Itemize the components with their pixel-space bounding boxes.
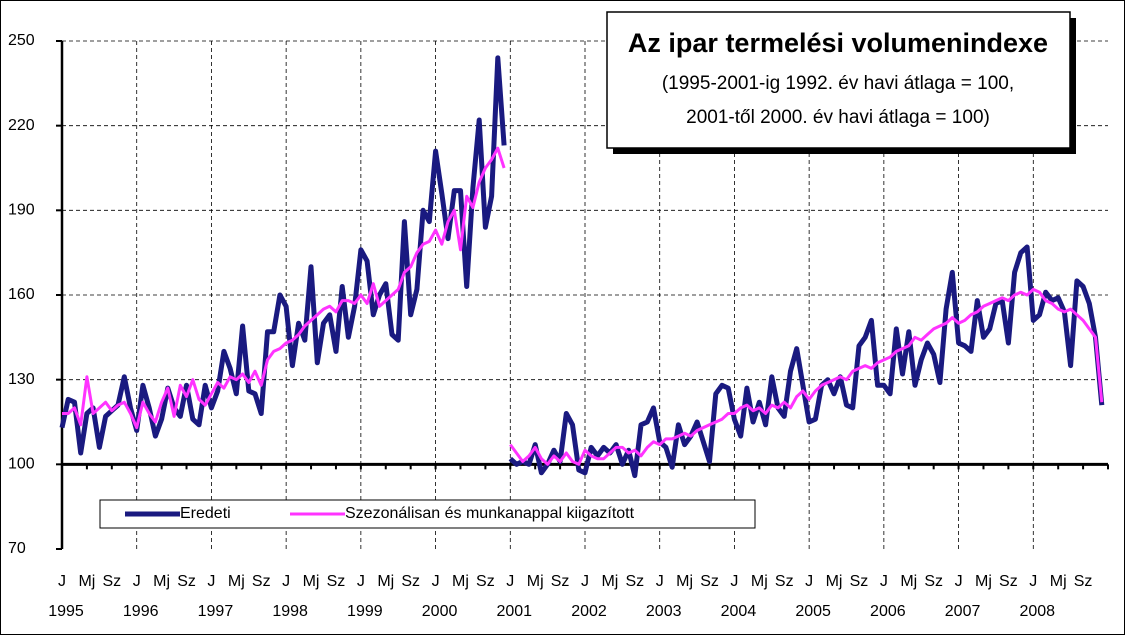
x-tick-label: J <box>880 573 888 590</box>
y-tick-label: 100 <box>8 456 35 473</box>
year-label: 2002 <box>571 603 607 620</box>
x-tick-label: Sz <box>327 573 346 590</box>
y-tick-label: 130 <box>8 371 35 388</box>
year-label: 2004 <box>721 603 757 620</box>
x-tick-label: Mj <box>1050 573 1067 590</box>
year-label: 2000 <box>422 603 458 620</box>
year-label: 2005 <box>795 603 831 620</box>
x-tick-label: Sz <box>401 573 420 590</box>
x-tick-label: Mj <box>303 573 320 590</box>
year-label: 2003 <box>646 603 682 620</box>
chart-title: Az ipar termelési volumenindexe <box>628 28 1048 58</box>
x-tick-label: J <box>656 573 664 590</box>
legend-label: Szezonálisan és munkanappal kiigazított <box>345 505 635 522</box>
x-tick-label: Sz <box>476 573 495 590</box>
x-tick-label: J <box>133 573 141 590</box>
x-tick-label: J <box>805 573 813 590</box>
x-tick-label: J <box>506 573 514 590</box>
x-tick-label: Mj <box>78 573 95 590</box>
x-tick-label: Sz <box>102 573 121 590</box>
x-tick-label: Sz <box>850 573 869 590</box>
y-tick-label: 190 <box>8 202 35 219</box>
year-label: 2001 <box>496 603 532 620</box>
x-tick-label: Sz <box>625 573 644 590</box>
x-tick-label: J <box>207 573 215 590</box>
y-tick-label: 250 <box>8 32 35 49</box>
x-tick-label: Sz <box>177 573 196 590</box>
x-tick-label: Mj <box>228 573 245 590</box>
x-tick-label: Mj <box>751 573 768 590</box>
x-tick-label: J <box>581 573 589 590</box>
y-tick-label: 70 <box>8 540 26 557</box>
x-tick-label: Sz <box>551 573 570 590</box>
y-tick-label: 220 <box>8 117 35 134</box>
year-label: 2006 <box>870 603 906 620</box>
x-tick-label: Mj <box>377 573 394 590</box>
x-tick-label: Sz <box>1074 573 1093 590</box>
x-tick-label: J <box>955 573 963 590</box>
year-label: 1996 <box>123 603 159 620</box>
x-tick-label: Mj <box>975 573 992 590</box>
year-label: 2008 <box>1019 603 1055 620</box>
year-label: 1999 <box>347 603 383 620</box>
series-line <box>62 146 506 430</box>
x-tick-label: Sz <box>775 573 794 590</box>
x-tick-label: Sz <box>924 573 943 590</box>
x-tick-label: J <box>432 573 440 590</box>
year-label: 2007 <box>945 603 981 620</box>
x-tick-label: Mj <box>676 573 693 590</box>
year-label: 1997 <box>198 603 234 620</box>
x-tick-label: Mj <box>826 573 843 590</box>
x-tick-label: Sz <box>999 573 1018 590</box>
x-tick-label: Mj <box>601 573 618 590</box>
year-label: 1995 <box>48 603 84 620</box>
x-tick-label: Mj <box>153 573 170 590</box>
x-tick-label: J <box>357 573 365 590</box>
x-tick-label: J <box>1029 573 1037 590</box>
x-tick-label: J <box>282 573 290 590</box>
chart-subtitle: (1995-2001-ig 1992. év havi átlaga = 100… <box>662 73 1014 94</box>
x-tick-label: Mj <box>900 573 917 590</box>
x-tick-label: Mj <box>527 573 544 590</box>
x-tick-label: Sz <box>252 573 271 590</box>
year-label: 1998 <box>272 603 308 620</box>
x-tick-label: Mj <box>452 573 469 590</box>
legend-label: Eredeti <box>180 505 231 522</box>
chart-subtitle: 2001-től 2000. év havi átlaga = 100) <box>686 107 990 128</box>
x-tick-label: J <box>730 573 738 590</box>
y-tick-label: 160 <box>8 286 35 303</box>
x-tick-label: J <box>58 573 66 590</box>
legend-box <box>99 499 756 529</box>
title-box <box>606 11 1071 149</box>
series-line <box>509 287 1104 466</box>
x-tick-label: Sz <box>700 573 719 590</box>
